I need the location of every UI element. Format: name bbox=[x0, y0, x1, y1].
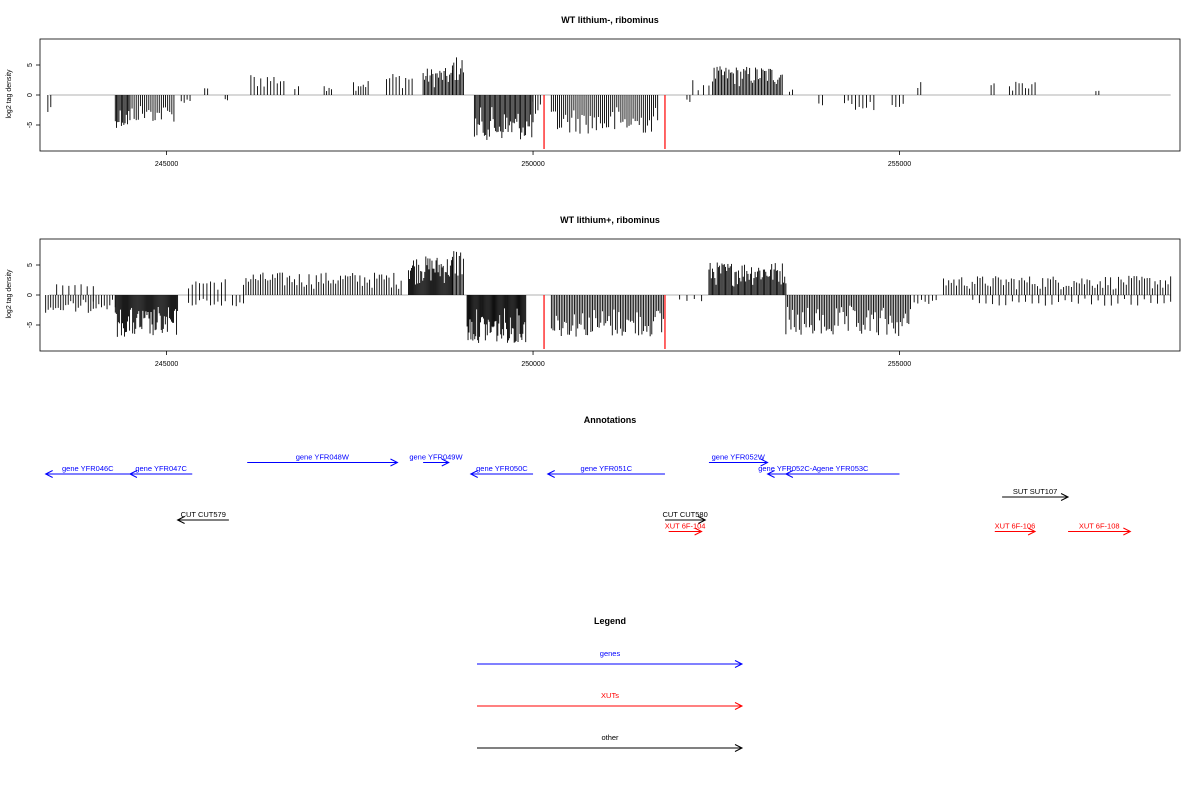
annotation-arrow bbox=[423, 458, 450, 467]
annotation-label: XUT 6F-104 bbox=[665, 522, 706, 531]
annotations-track: gene YFR046C gene YFR047C gene YFR048W gene… bbox=[44, 453, 1132, 536]
annotation-label: gene YFR047C bbox=[135, 464, 187, 473]
legend-label: genes bbox=[600, 649, 621, 658]
panel-2-ylabel: log2 tag density bbox=[6, 269, 13, 319]
y-tick-label: 0 bbox=[27, 293, 34, 297]
annotation-arrow bbox=[708, 458, 769, 467]
annotation-label: XUT 6F-106 bbox=[995, 522, 1036, 531]
x-tick-label: 245000 bbox=[155, 161, 178, 168]
annotation-label: gene YFR046C bbox=[62, 464, 114, 473]
annotations-title: Annotations bbox=[584, 415, 637, 425]
annotation-arrow bbox=[994, 527, 1037, 536]
legend-arrow bbox=[477, 744, 744, 752]
y-tick-label: 5 bbox=[27, 263, 34, 267]
annotation-label: SUT SUT107 bbox=[1013, 487, 1057, 496]
annotation-arrow bbox=[784, 470, 900, 478]
annotation-label: CUT CUT579 bbox=[181, 510, 226, 519]
x-tick-label: 255000 bbox=[888, 161, 911, 168]
annotation-arrow bbox=[176, 516, 229, 524]
annotation-label: CUT CUT580 bbox=[662, 510, 707, 519]
panel-2-title: WT lithium+, ribominus bbox=[560, 215, 660, 225]
annotation-arrow bbox=[546, 470, 665, 478]
legend-label: other bbox=[601, 733, 619, 742]
annotation-label: gene YFR052C-A bbox=[758, 464, 817, 473]
annotation-arrow bbox=[469, 470, 534, 478]
panel-1-title: WT lithium-, ribominus bbox=[561, 15, 659, 25]
annotation-label: gene YFR050C bbox=[476, 464, 528, 473]
legend-arrow bbox=[477, 702, 744, 710]
x-tick-label: 250000 bbox=[521, 161, 544, 168]
panel-1-plot: -5 0 5 245000 250000 255000 bbox=[27, 38, 1181, 168]
legend-label: XUTs bbox=[601, 691, 619, 700]
annotation-arrow bbox=[1068, 527, 1132, 536]
y-tick-label: -5 bbox=[27, 322, 34, 328]
x-tick-label: 245000 bbox=[155, 361, 178, 368]
legend: genes XUTs other bbox=[477, 649, 744, 752]
annotation-label: gene YFR052W bbox=[712, 453, 766, 462]
panel-1-ylabel: log2 tag density bbox=[6, 69, 13, 119]
annotation-arrow bbox=[128, 470, 193, 478]
annotation-arrow bbox=[664, 516, 707, 524]
legend-arrow bbox=[477, 660, 744, 668]
annotation-label: gene YFR048W bbox=[296, 453, 350, 462]
y-tick-label: 0 bbox=[27, 93, 34, 97]
annotation-arrow bbox=[247, 458, 399, 467]
annotation-label: gene YFR053C bbox=[817, 464, 869, 473]
annotation-label: gene YFR049W bbox=[409, 453, 463, 462]
y-tick-label: 5 bbox=[27, 63, 34, 67]
legend-title: Legend bbox=[594, 616, 626, 626]
annotation-arrow bbox=[44, 470, 130, 478]
annotation-arrow bbox=[1002, 493, 1070, 501]
panel-2-plot: -5 0 5 245000 250000 255000 bbox=[27, 238, 1181, 368]
x-tick-label: 250000 bbox=[521, 361, 544, 368]
annotation-arrow bbox=[668, 527, 703, 536]
x-tick-label: 255000 bbox=[888, 361, 911, 368]
annotation-label: gene YFR051C bbox=[581, 464, 633, 473]
annotation-label: XUT 6F-108 bbox=[1079, 522, 1120, 531]
y-tick-label: -5 bbox=[27, 122, 34, 128]
